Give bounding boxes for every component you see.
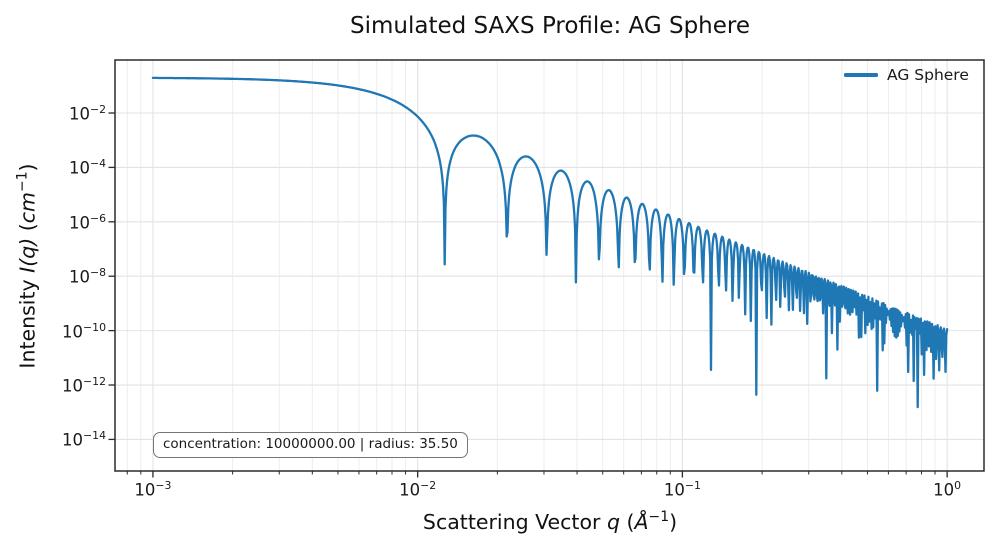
legend: AG Sphere bbox=[844, 65, 969, 85]
legend-line-swatch bbox=[844, 73, 878, 77]
y-tick-label: 10−12 bbox=[62, 374, 106, 396]
x-axis-label: Scattering Vector q (Å−1) bbox=[422, 509, 678, 534]
y-tick-label: 10−14 bbox=[62, 429, 106, 450]
chart-title: Simulated SAXS Profile: AG Sphere bbox=[349, 13, 751, 39]
x-tick-label: 10−2 bbox=[399, 479, 437, 500]
annotation-box: concentration: 10000000.00 | radius: 35.… bbox=[153, 432, 468, 458]
x-axis-unit: Å bbox=[634, 509, 649, 534]
major-gridlines bbox=[115, 60, 984, 471]
x-axis-symbol: q bbox=[606, 509, 620, 534]
y-axis-unit-exponent: −1 bbox=[14, 171, 31, 192]
plot-border-spines bbox=[114, 59, 985, 472]
y-axis-unit: cm bbox=[15, 191, 40, 224]
y-axis-label-text: Intensity bbox=[15, 272, 40, 369]
y-tick-label: 10−4 bbox=[68, 157, 106, 178]
saxs-intensity-curve bbox=[151, 76, 949, 409]
minor-gridlines bbox=[126, 60, 936, 471]
x-tick-label: 100 bbox=[933, 479, 962, 500]
x-tick-label: 10−1 bbox=[663, 479, 701, 500]
y-axis-symbol: I(q) bbox=[15, 237, 40, 273]
x-axis-label-text: Scattering Vector bbox=[422, 509, 607, 534]
y-tick-label: 10−6 bbox=[68, 211, 106, 233]
legend-label: AG Sphere bbox=[887, 66, 969, 84]
x-tick-label: 10−3 bbox=[134, 479, 172, 500]
y-tick-label: 10−2 bbox=[68, 102, 106, 124]
y-tick-label: 10−8 bbox=[68, 265, 106, 287]
y-axis-label: Intensity I(q) (cm−1) bbox=[14, 163, 40, 369]
x-axis-unit-exponent: −1 bbox=[648, 509, 670, 525]
y-tick-label: 10−10 bbox=[62, 320, 106, 341]
